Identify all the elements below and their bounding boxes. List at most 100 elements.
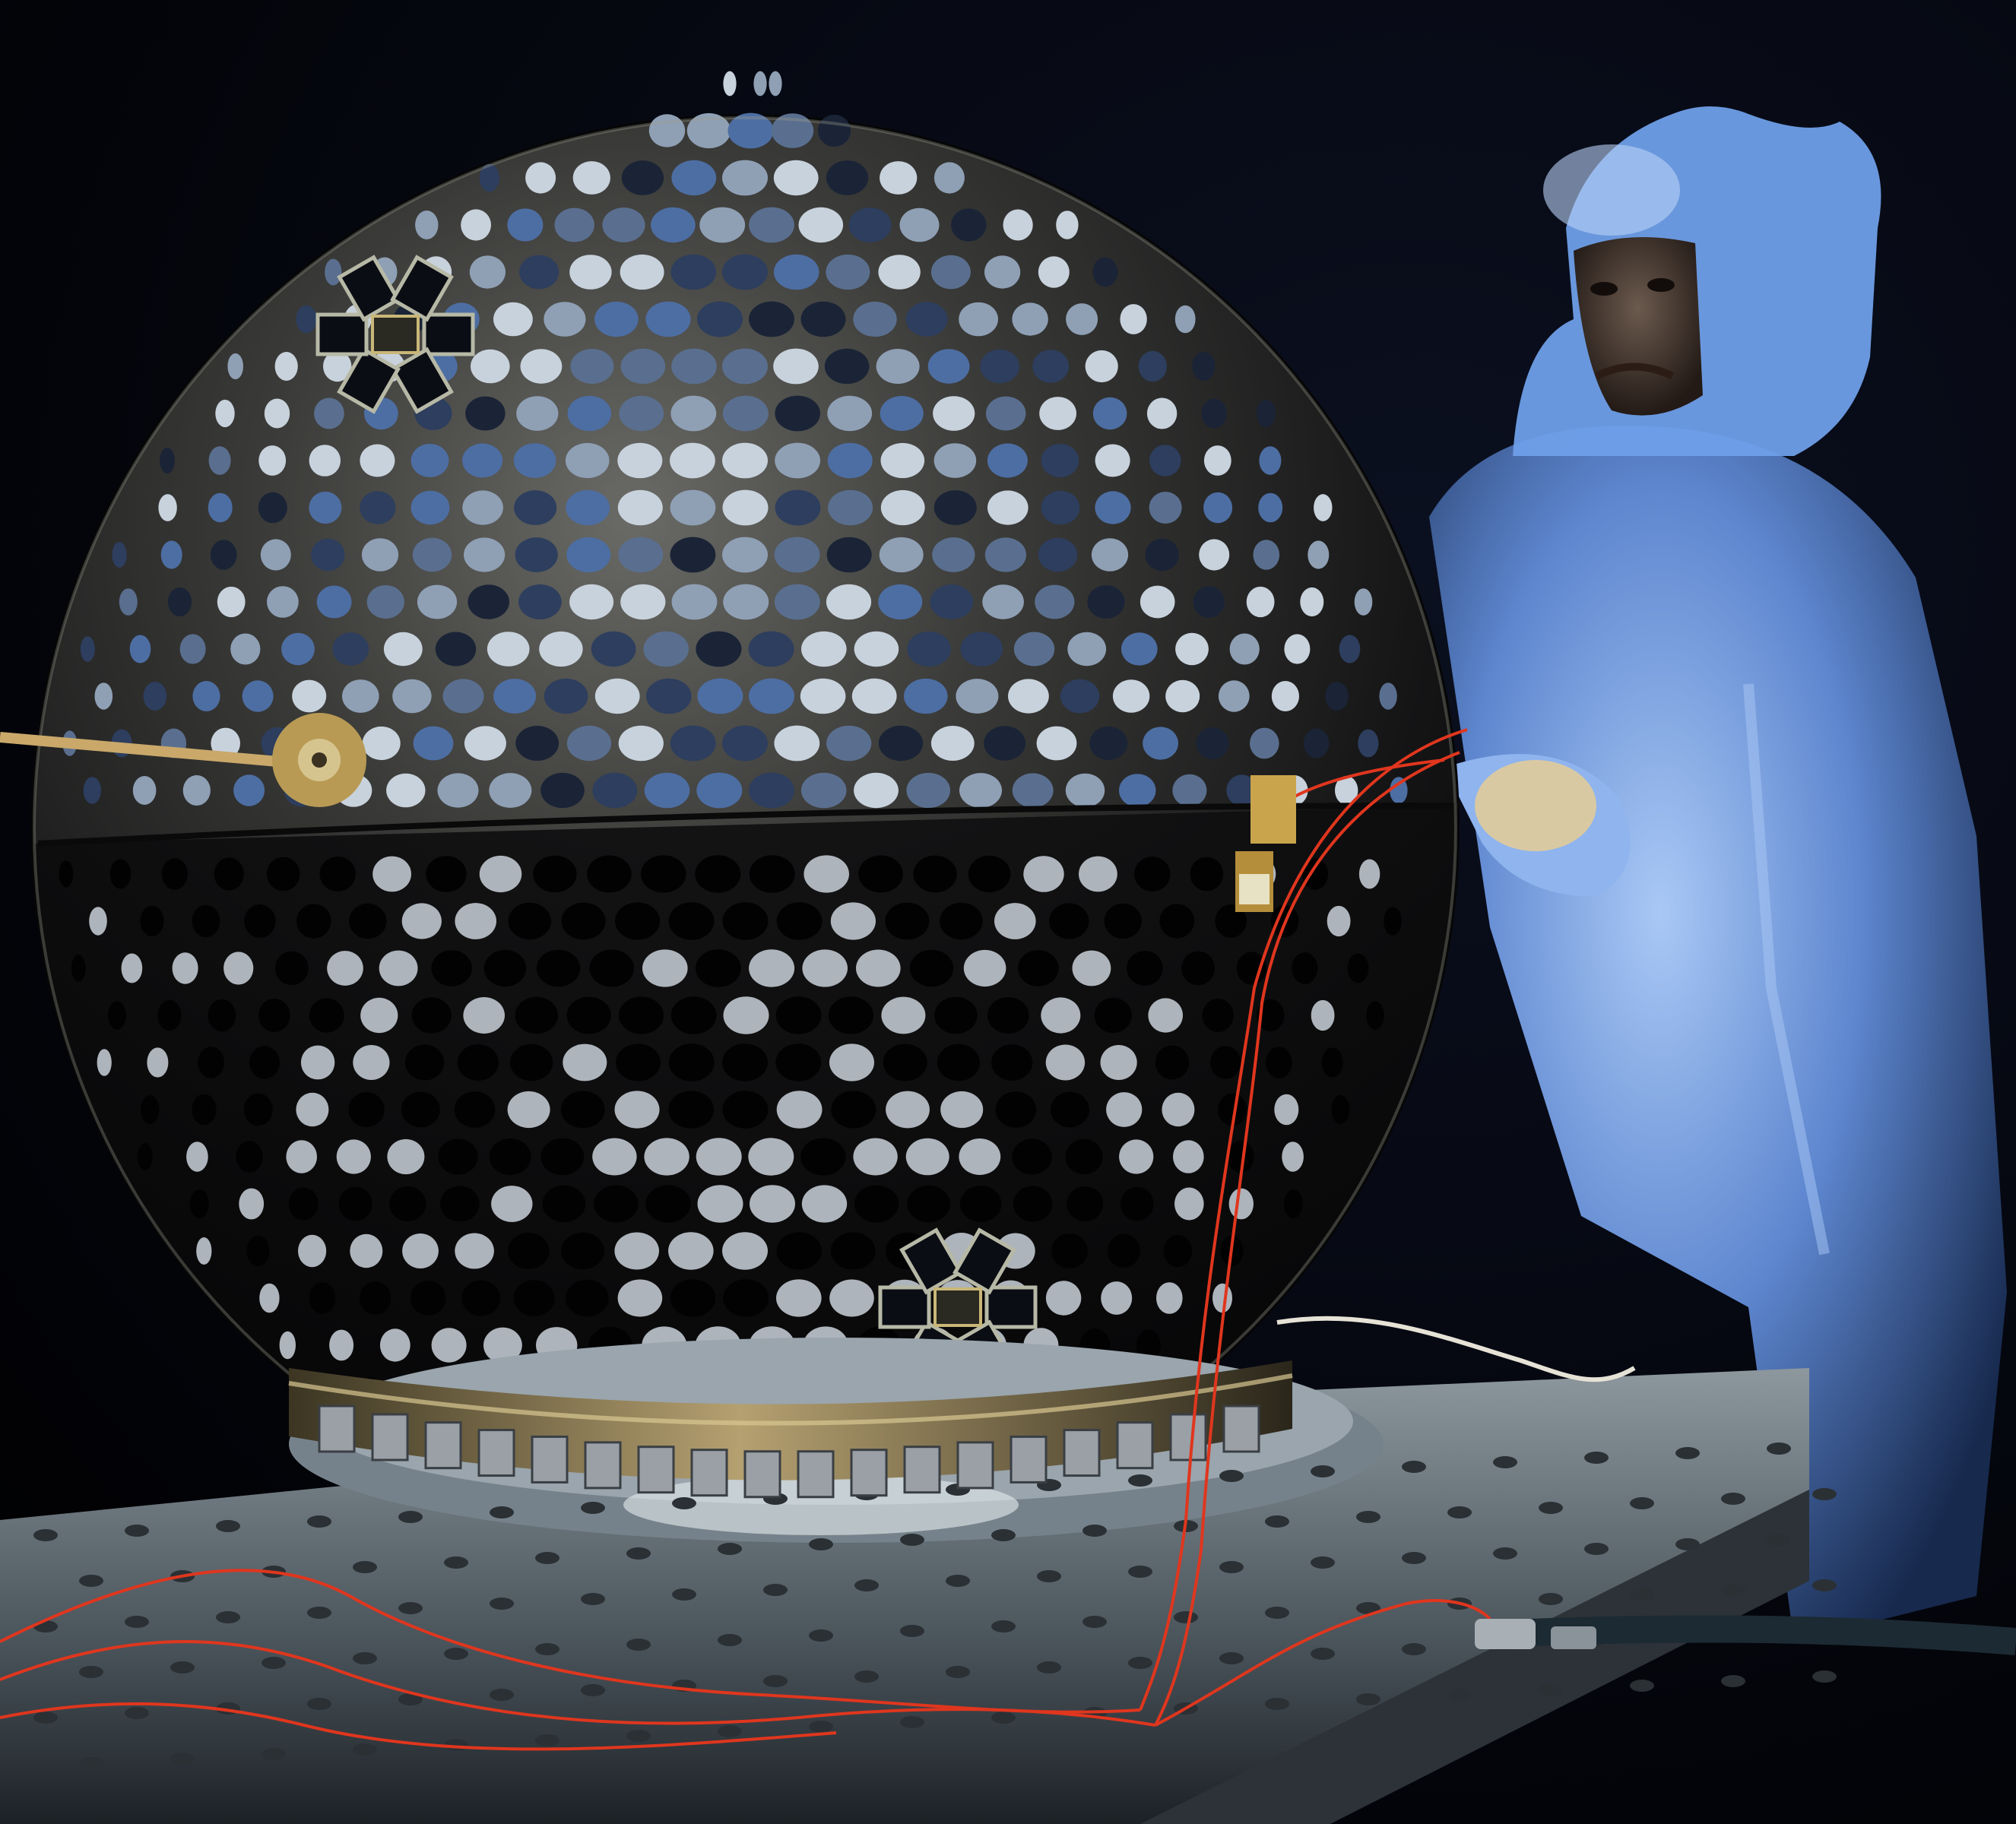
reflector-hole: [198, 1047, 225, 1078]
retroreflector: [1226, 774, 1258, 806]
retroreflector: [487, 632, 530, 667]
reflector-hole: [533, 855, 577, 893]
retroreflector: [671, 160, 717, 196]
reflector-hole: [186, 1142, 208, 1172]
reflector-hole: [1013, 1186, 1053, 1222]
reflector-hole: [387, 1138, 425, 1175]
retroreflector: [1041, 444, 1079, 477]
retroreflector: [722, 348, 768, 385]
red-cables: [0, 728, 1491, 1751]
retroreflector: [904, 678, 948, 714]
reflector-hole: [1236, 952, 1266, 985]
reflector-hole: [668, 1043, 715, 1081]
reflector-hole: [1067, 1186, 1104, 1221]
retroreflector: [80, 636, 95, 662]
retroreflector: [854, 631, 899, 667]
retroreflector: [934, 490, 977, 525]
reflector-hole: [214, 857, 244, 891]
reflector-hole: [71, 955, 86, 982]
reflector-hole: [614, 1232, 659, 1270]
retroreflector: [643, 631, 689, 667]
retroreflector: [824, 348, 870, 385]
retroreflector: [1229, 633, 1260, 665]
retroreflector: [1175, 632, 1209, 666]
retroreflector: [620, 584, 666, 620]
retroreflector: [620, 254, 664, 290]
reflector-hole: [1100, 1045, 1137, 1080]
reflector-hole: [349, 903, 387, 939]
reflector-hole: [411, 997, 452, 1034]
reflector-hole: [696, 1138, 742, 1176]
retroreflector: [617, 489, 663, 526]
retroreflector: [670, 489, 716, 526]
retroreflector: [699, 207, 746, 243]
retroreflector: [619, 395, 664, 432]
reflector-hole: [1045, 1281, 1082, 1316]
reflector-hole: [1018, 950, 1059, 986]
retroreflector: [1140, 585, 1175, 619]
reflector-hole: [379, 1328, 410, 1362]
retroreflector: [264, 398, 290, 429]
reflector-hole: [1327, 905, 1351, 937]
reflector-hole: [723, 996, 769, 1034]
reflector-hole: [1292, 952, 1318, 984]
retroreflector: [987, 490, 1029, 525]
retroreflector: [525, 162, 556, 194]
reflector-hole: [886, 1091, 930, 1129]
reflector-hole: [1311, 999, 1335, 1031]
reflector-hole: [540, 1138, 585, 1176]
retroreflector: [1199, 539, 1230, 571]
reflector-hole: [455, 1233, 494, 1269]
retroreflector: [1008, 679, 1049, 714]
retroreflector: [412, 537, 452, 572]
hose: [1475, 1615, 2016, 1655]
retroreflector: [722, 725, 768, 762]
retroreflector: [464, 537, 506, 572]
reflector-hole: [668, 1232, 714, 1270]
retroreflector: [906, 772, 950, 809]
reflector-hole: [913, 855, 957, 893]
retroreflector: [722, 537, 768, 573]
retroreflector: [479, 163, 499, 192]
retroreflector: [594, 678, 640, 714]
reflector-hole: [360, 997, 398, 1034]
retroreflector: [323, 350, 352, 382]
reflector-hole: [108, 1001, 126, 1030]
reflector-hole: [1127, 951, 1163, 986]
reflector-hole: [616, 1043, 661, 1081]
retroreflector: [1120, 304, 1147, 334]
reflector-hole: [189, 1189, 209, 1218]
retroreflector: [826, 584, 872, 620]
retroreflector: [1259, 446, 1282, 475]
retroreflector: [314, 397, 344, 429]
retroreflector: [569, 255, 612, 290]
retroreflector: [415, 211, 439, 239]
reflector-hole: [348, 1092, 385, 1127]
retroreflector: [1012, 773, 1054, 808]
reflector-hole: [617, 1279, 663, 1317]
retroreflector: [519, 255, 559, 290]
reflector-hole: [563, 1043, 607, 1081]
reflector-hole: [483, 1327, 522, 1363]
retroreflector: [489, 773, 532, 808]
reflector-hole: [404, 1044, 445, 1081]
retroreflector: [160, 540, 182, 569]
retroreflector: [572, 161, 610, 195]
retroreflector: [880, 161, 918, 195]
retroreflector: [801, 631, 847, 667]
retroreflector: [621, 160, 664, 195]
reflector-hole: [401, 1091, 440, 1128]
retroreflector: [930, 255, 971, 290]
reflector-hole: [561, 902, 606, 940]
retroreflector: [435, 632, 477, 667]
retroreflector: [462, 490, 503, 525]
reflector-hole: [991, 1044, 1033, 1081]
retroreflector: [442, 679, 484, 714]
reflector-hole: [1072, 950, 1111, 986]
retroreflector: [670, 725, 716, 762]
retroreflector: [1250, 727, 1279, 759]
retroreflector: [1256, 399, 1276, 428]
reflector-hole: [723, 1279, 769, 1317]
retroreflector: [1174, 305, 1196, 334]
reflector-hole: [994, 903, 1036, 939]
